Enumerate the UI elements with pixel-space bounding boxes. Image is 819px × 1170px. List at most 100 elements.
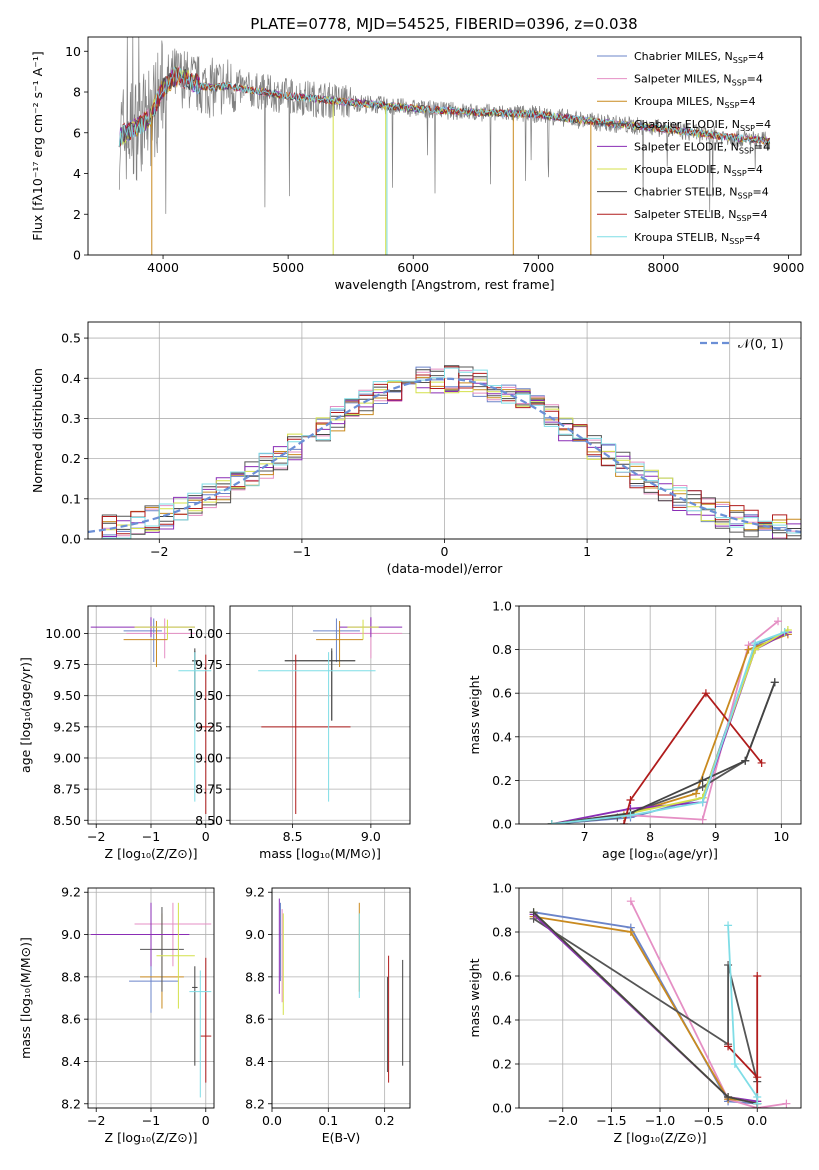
tick-label-x: 9000 (773, 260, 805, 275)
weight-point-marker (724, 1042, 733, 1051)
tick-label-y: 10 (65, 44, 81, 59)
panel-weight-vs-Z: −2.0 −1.5 −1.0 −0.5 0.0 0.0 0.2 0.4 0.6 0.8 1.0 Z [… (467, 881, 802, 1145)
tick-label-x: 8 (646, 829, 654, 844)
y-axis-label: age [log₁₀(age/yr)] (18, 657, 33, 773)
legend-entry: Salpeter STELIB, NSSP=4 (634, 208, 768, 223)
legend-entry: Kroupa ELODIE, NSSP=4 (634, 163, 763, 178)
axes-frame (87, 321, 802, 540)
panel-residuals: −2 −1 0 1 2 0.0 0.1 0.2 0.3 0.4 0.5 (data-model)/er… (30, 321, 802, 576)
tick-label-y: 8 (73, 85, 81, 100)
tick-label-x: 0 (202, 829, 210, 844)
axes-frame (518, 887, 802, 1109)
panel-age-vs-Z: −2 −1 0 8.50 8.75 9.00 9.25 9.50 9.75 10.00 Z [log… (18, 605, 215, 861)
tick-label-x: 0.1 (318, 1113, 338, 1128)
weight-point-marker (701, 689, 710, 698)
axes-frame (87, 605, 215, 825)
tick-label-y: 8.2 (245, 1096, 265, 1111)
weight-series-line (629, 900, 787, 1108)
tick-label-x: 0.0 (747, 1113, 767, 1128)
tick-label-y: 9.2 (245, 885, 265, 900)
tick-label-y: 0.5 (61, 331, 81, 346)
weight-point-marker (698, 798, 707, 807)
tick-label-y: 1.0 (492, 881, 512, 896)
tick-label-x: −2.0 (548, 1113, 578, 1128)
tick-label-y: 1.0 (492, 599, 512, 614)
tick-label-y: 8.8 (61, 969, 81, 984)
tick-label-x: 1 (583, 544, 591, 559)
x-axis-label: age [log₁₀(age/yr)] (602, 846, 718, 861)
panel-age-vs-mass: 8.5 9.0 8.50 8.75 9.00 9.25 9.50 9.75 10.00 mass … (187, 605, 411, 861)
legend-entry: Kroupa MILES, NSSP=4 (634, 95, 756, 110)
tick-label-x: 0.0 (262, 1113, 282, 1128)
tick-label-y: 9.25 (53, 719, 81, 734)
tick-label-y: 9.2 (61, 885, 81, 900)
weight-series-line (551, 620, 779, 824)
x-axis-label: Z [log₁₀(Z/Z⊙)] (105, 1130, 198, 1145)
weight-point-marker (780, 628, 789, 637)
panel-mass-vs-ebv: 0.0 0.1 0.2 8.2 8.4 8.6 8.8 9.0 9.2 E(B-V) (245, 885, 411, 1145)
weight-point-marker (626, 897, 635, 906)
tick-label-x: 2 (726, 544, 734, 559)
tick-label-y: 2 (73, 207, 81, 222)
tick-label-y: 0.2 (61, 451, 81, 466)
legend-entry: Chabrier MILES, NSSP=4 (634, 50, 764, 65)
tick-label-y: 9.75 (195, 657, 223, 672)
x-axis-label: (data-model)/error (387, 561, 504, 576)
weight-series-line (727, 976, 759, 1108)
tick-label-y: 0 (73, 248, 81, 263)
legend-entry: Chabrier STELIB, NSSP=4 (634, 186, 769, 201)
weight-point-marker (757, 758, 766, 767)
weight-point-marker (529, 908, 538, 917)
y-axis-label: mass weight (467, 675, 482, 754)
tick-label-y: 0.4 (61, 371, 81, 386)
tick-label-y: 8.50 (195, 813, 223, 828)
weight-point-marker (547, 820, 556, 824)
panel-spectrum: 4000 5000 6000 7000 8000 9000 0 2 4 6 8 10 wavelengt… (30, 36, 805, 292)
legend: 𝒩(0, 1) (700, 336, 784, 351)
weight-series-line (727, 925, 759, 1104)
tick-label-x: 7 (581, 829, 589, 844)
weight-series-line (533, 918, 759, 1082)
axes-frame (87, 887, 215, 1109)
legend: Chabrier MILES, NSSP=4 Salpeter MILES, NS… (597, 50, 771, 246)
tick-label-x: −1 (293, 544, 311, 559)
axes-frame (229, 605, 411, 825)
plot-area (278, 898, 404, 1083)
tick-label-x: 10 (773, 829, 789, 844)
plot-area (118, 37, 771, 255)
tick-label-y: 0.8 (492, 642, 512, 657)
x-axis-label: wavelength [Angstrom, rest frame] (334, 277, 554, 292)
x-axis-label: E(B-V) (322, 1130, 361, 1145)
weight-point-marker (753, 1099, 762, 1108)
weight-point-marker (698, 815, 707, 824)
tick-label-y: 8.4 (245, 1054, 265, 1069)
tick-label-y: 9.00 (53, 750, 81, 765)
tick-label-y: 9.50 (53, 688, 81, 703)
plot-area (547, 617, 792, 824)
tick-label-y: 8.6 (61, 1012, 81, 1027)
panel-mass-vs-Z: −2 −1 0 8.2 8.4 8.6 8.8 9.0 9.2 Z [log₁₀(Z/Z⊙)] ma… (18, 885, 215, 1145)
weight-point-marker (741, 756, 750, 765)
tick-label-y: 0.2 (492, 1057, 512, 1072)
panels: 4000 5000 6000 7000 8000 90000246810wavelengt… (18, 36, 805, 1145)
tick-label-y: 0.6 (492, 686, 512, 701)
axes-frame (87, 36, 802, 256)
y-axis-label: Flux [fλ10⁻¹⁷ erg cm⁻² s⁻¹ A⁻¹] (30, 51, 45, 240)
tick-label-x: 8000 (647, 260, 679, 275)
axes-frame (271, 887, 411, 1109)
weight-point-marker (751, 639, 760, 648)
tick-label-y: 0.2 (492, 773, 512, 788)
weight-point-marker (626, 796, 635, 805)
x-axis-label: Z [log₁₀(Z/Z⊙)] (614, 1130, 707, 1145)
tick-label-y: 0.8 (492, 925, 512, 940)
tick-label-x: 6000 (397, 260, 429, 275)
tick-label-x: −0.5 (693, 1113, 723, 1128)
tick-label-x: −1.0 (645, 1113, 675, 1128)
tick-label-x: −2 (87, 829, 105, 844)
tick-label-x: 9 (712, 829, 720, 844)
tick-label-y: 0.0 (61, 532, 81, 547)
tick-label-x: −2 (150, 544, 168, 559)
legend-entry: Salpeter ELODIE, NSSP=4 (634, 140, 770, 155)
tick-label-y: 8.4 (61, 1054, 81, 1069)
tick-label-x: 0.2 (375, 1113, 395, 1128)
